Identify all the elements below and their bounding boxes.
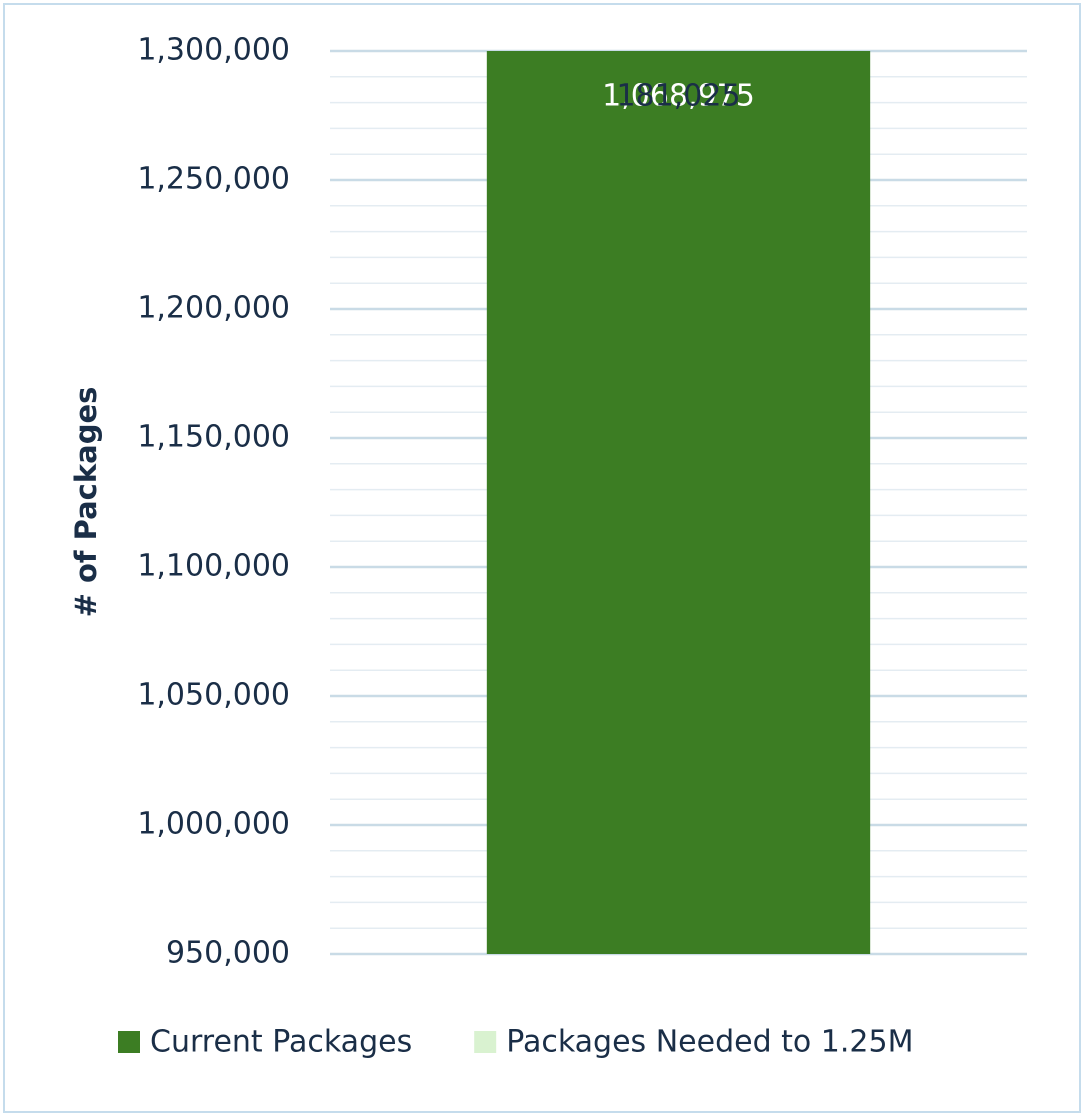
y-tick-label: 1,050,000 — [137, 678, 290, 713]
bar-segment — [486, 51, 871, 954]
y-tick-label: 1,200,000 — [137, 291, 290, 326]
legend-label: Packages Needed to 1.25M — [506, 1025, 913, 1060]
y-tick-label: 1,300,000 — [137, 33, 290, 68]
y-axis-label: # of Packages — [69, 387, 103, 618]
y-tick-label: 1,150,000 — [137, 420, 290, 455]
y-tick-label: 1,250,000 — [137, 162, 290, 197]
legend-swatch — [474, 1031, 497, 1053]
value-label: 181,025 — [616, 79, 740, 114]
legend-label: Current Packages — [150, 1025, 412, 1060]
value-label: 1,068,975 — [602, 79, 755, 114]
y-tick-label: 1,100,000 — [137, 549, 290, 584]
y-tick-label: 950,000 — [166, 936, 290, 971]
y-tick-label: 1,000,000 — [137, 807, 290, 842]
legend-swatch — [118, 1031, 140, 1053]
